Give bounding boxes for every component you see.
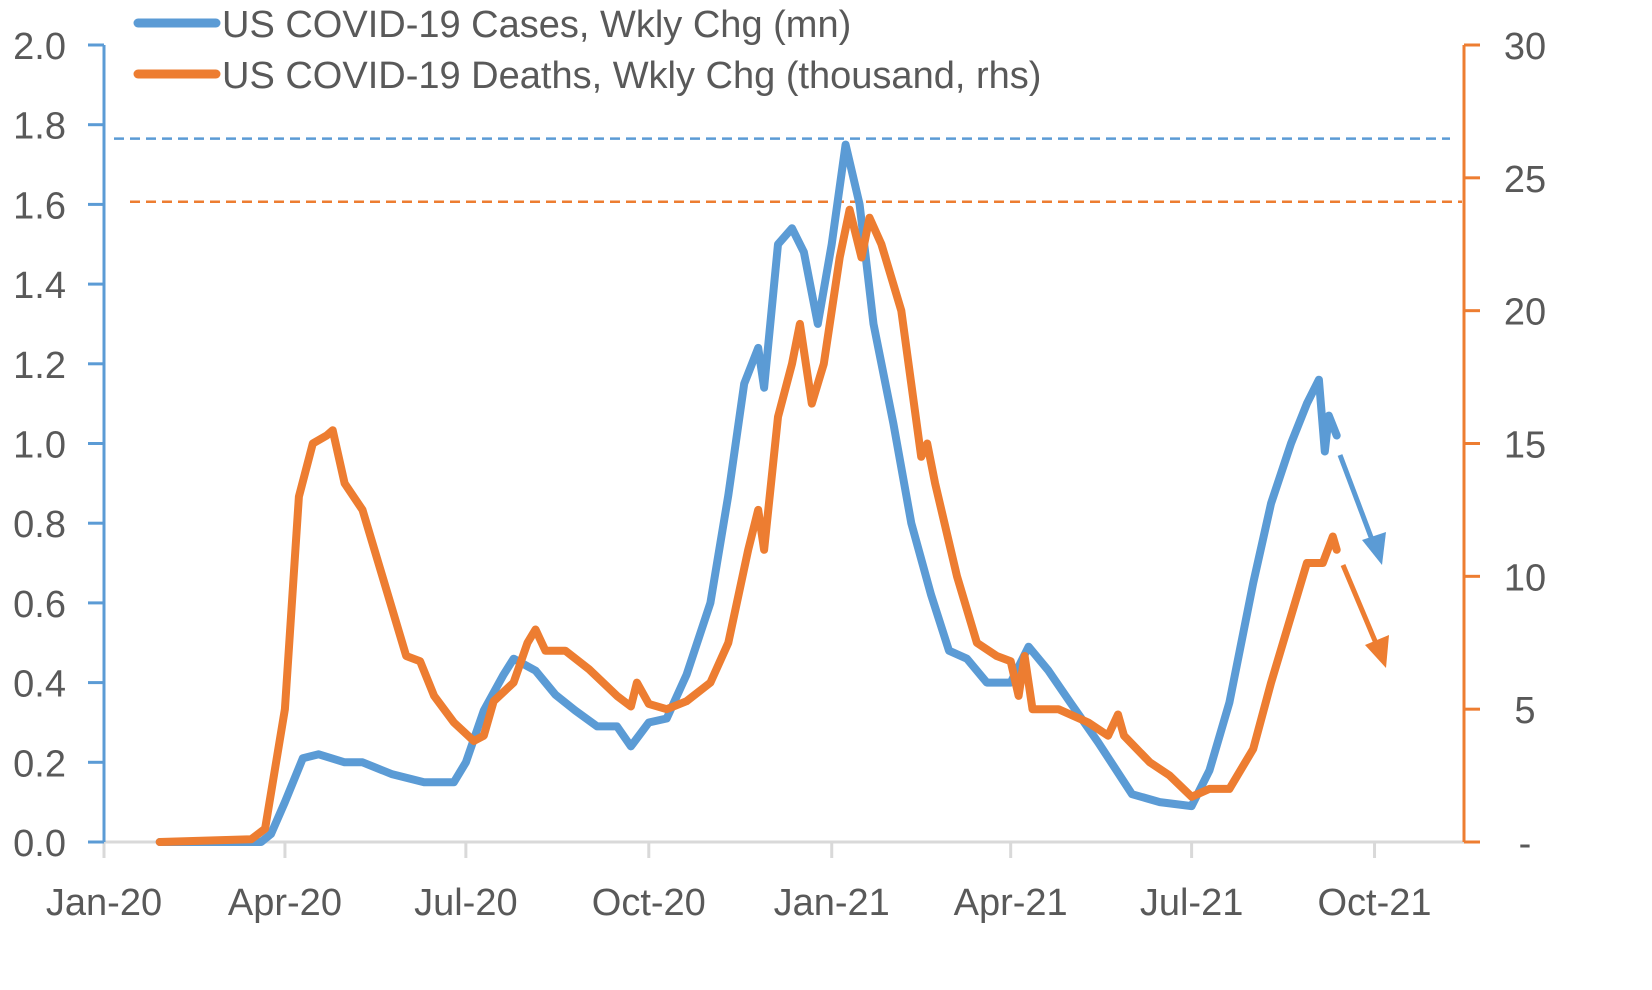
left-y-tick-label: 0.2: [13, 743, 66, 785]
left-y-tick-label: 1.6: [13, 185, 66, 227]
deaths-down-arrow: [1340, 564, 1389, 668]
right-y-tick-label: 5: [1514, 690, 1535, 732]
legend-label-deaths: US COVID-19 Deaths, Wkly Chg (thousand, …: [222, 55, 1041, 97]
right-y-tick-label: 25: [1504, 159, 1546, 201]
left-y-tick-label: 0.4: [13, 664, 66, 706]
left-y-tick-label: 1.8: [13, 106, 66, 148]
legend-item-cases: US COVID-19 Cases, Wkly Chg (mn): [133, 4, 851, 46]
x-tick-label: Oct-21: [1318, 882, 1432, 924]
legend: US COVID-19 Cases, Wkly Chg (mn) US COVI…: [133, 4, 1041, 97]
right-y-tick-label: 10: [1504, 557, 1546, 599]
left-y-tick-label: 1.4: [13, 265, 66, 307]
deaths-series-line: [155, 205, 1341, 846]
x-tick-label: Apr-21: [954, 882, 1068, 924]
series-lines: [155, 140, 1341, 846]
x-tick-label: Jan-20: [46, 882, 162, 924]
cases-down-arrow: [1337, 454, 1386, 565]
reference-lines: [114, 137, 1462, 203]
legend-item-deaths: US COVID-19 Deaths, Wkly Chg (thousand, …: [133, 55, 1041, 97]
left-y-tick-label: 1.0: [13, 425, 66, 467]
right-y-ticks: - 5 10 15 20 25 30: [1464, 26, 1546, 865]
left-y-tick-label: 0.0: [13, 823, 66, 865]
left-y-ticks: 0.0 0.2 0.4 0.6 0.8 1.0 1.2 1.4 1.6 1.8 2.0: [13, 26, 104, 865]
x-tick-label: Apr-20: [228, 882, 342, 924]
legend-label-cases: US COVID-19 Cases, Wkly Chg (mn): [222, 4, 851, 46]
x-tick-label: Oct-20: [592, 882, 706, 924]
right-y-tick-label: 30: [1504, 26, 1546, 68]
left-y-tick-label: 0.6: [13, 584, 66, 626]
right-y-tick-label: -: [1519, 823, 1532, 865]
x-tick-label: Jul-21: [1140, 882, 1244, 924]
right-y-tick-label: 20: [1504, 292, 1546, 334]
left-y-tick-label: 0.8: [13, 504, 66, 546]
right-y-tick-label: 15: [1504, 425, 1546, 467]
left-y-tick-label: 2.0: [13, 26, 66, 68]
x-tick-label: Jul-20: [414, 882, 518, 924]
x-ticks: Jan-20 Apr-20 Jul-20 Oct-20 Jan-21 Apr-21 Jul-…: [46, 842, 1432, 924]
annotation-arrows: [1337, 454, 1389, 668]
left-y-tick-label: 1.2: [13, 345, 66, 387]
x-tick-label: Jan-21: [774, 882, 890, 924]
cases-series-line: [155, 140, 1341, 846]
